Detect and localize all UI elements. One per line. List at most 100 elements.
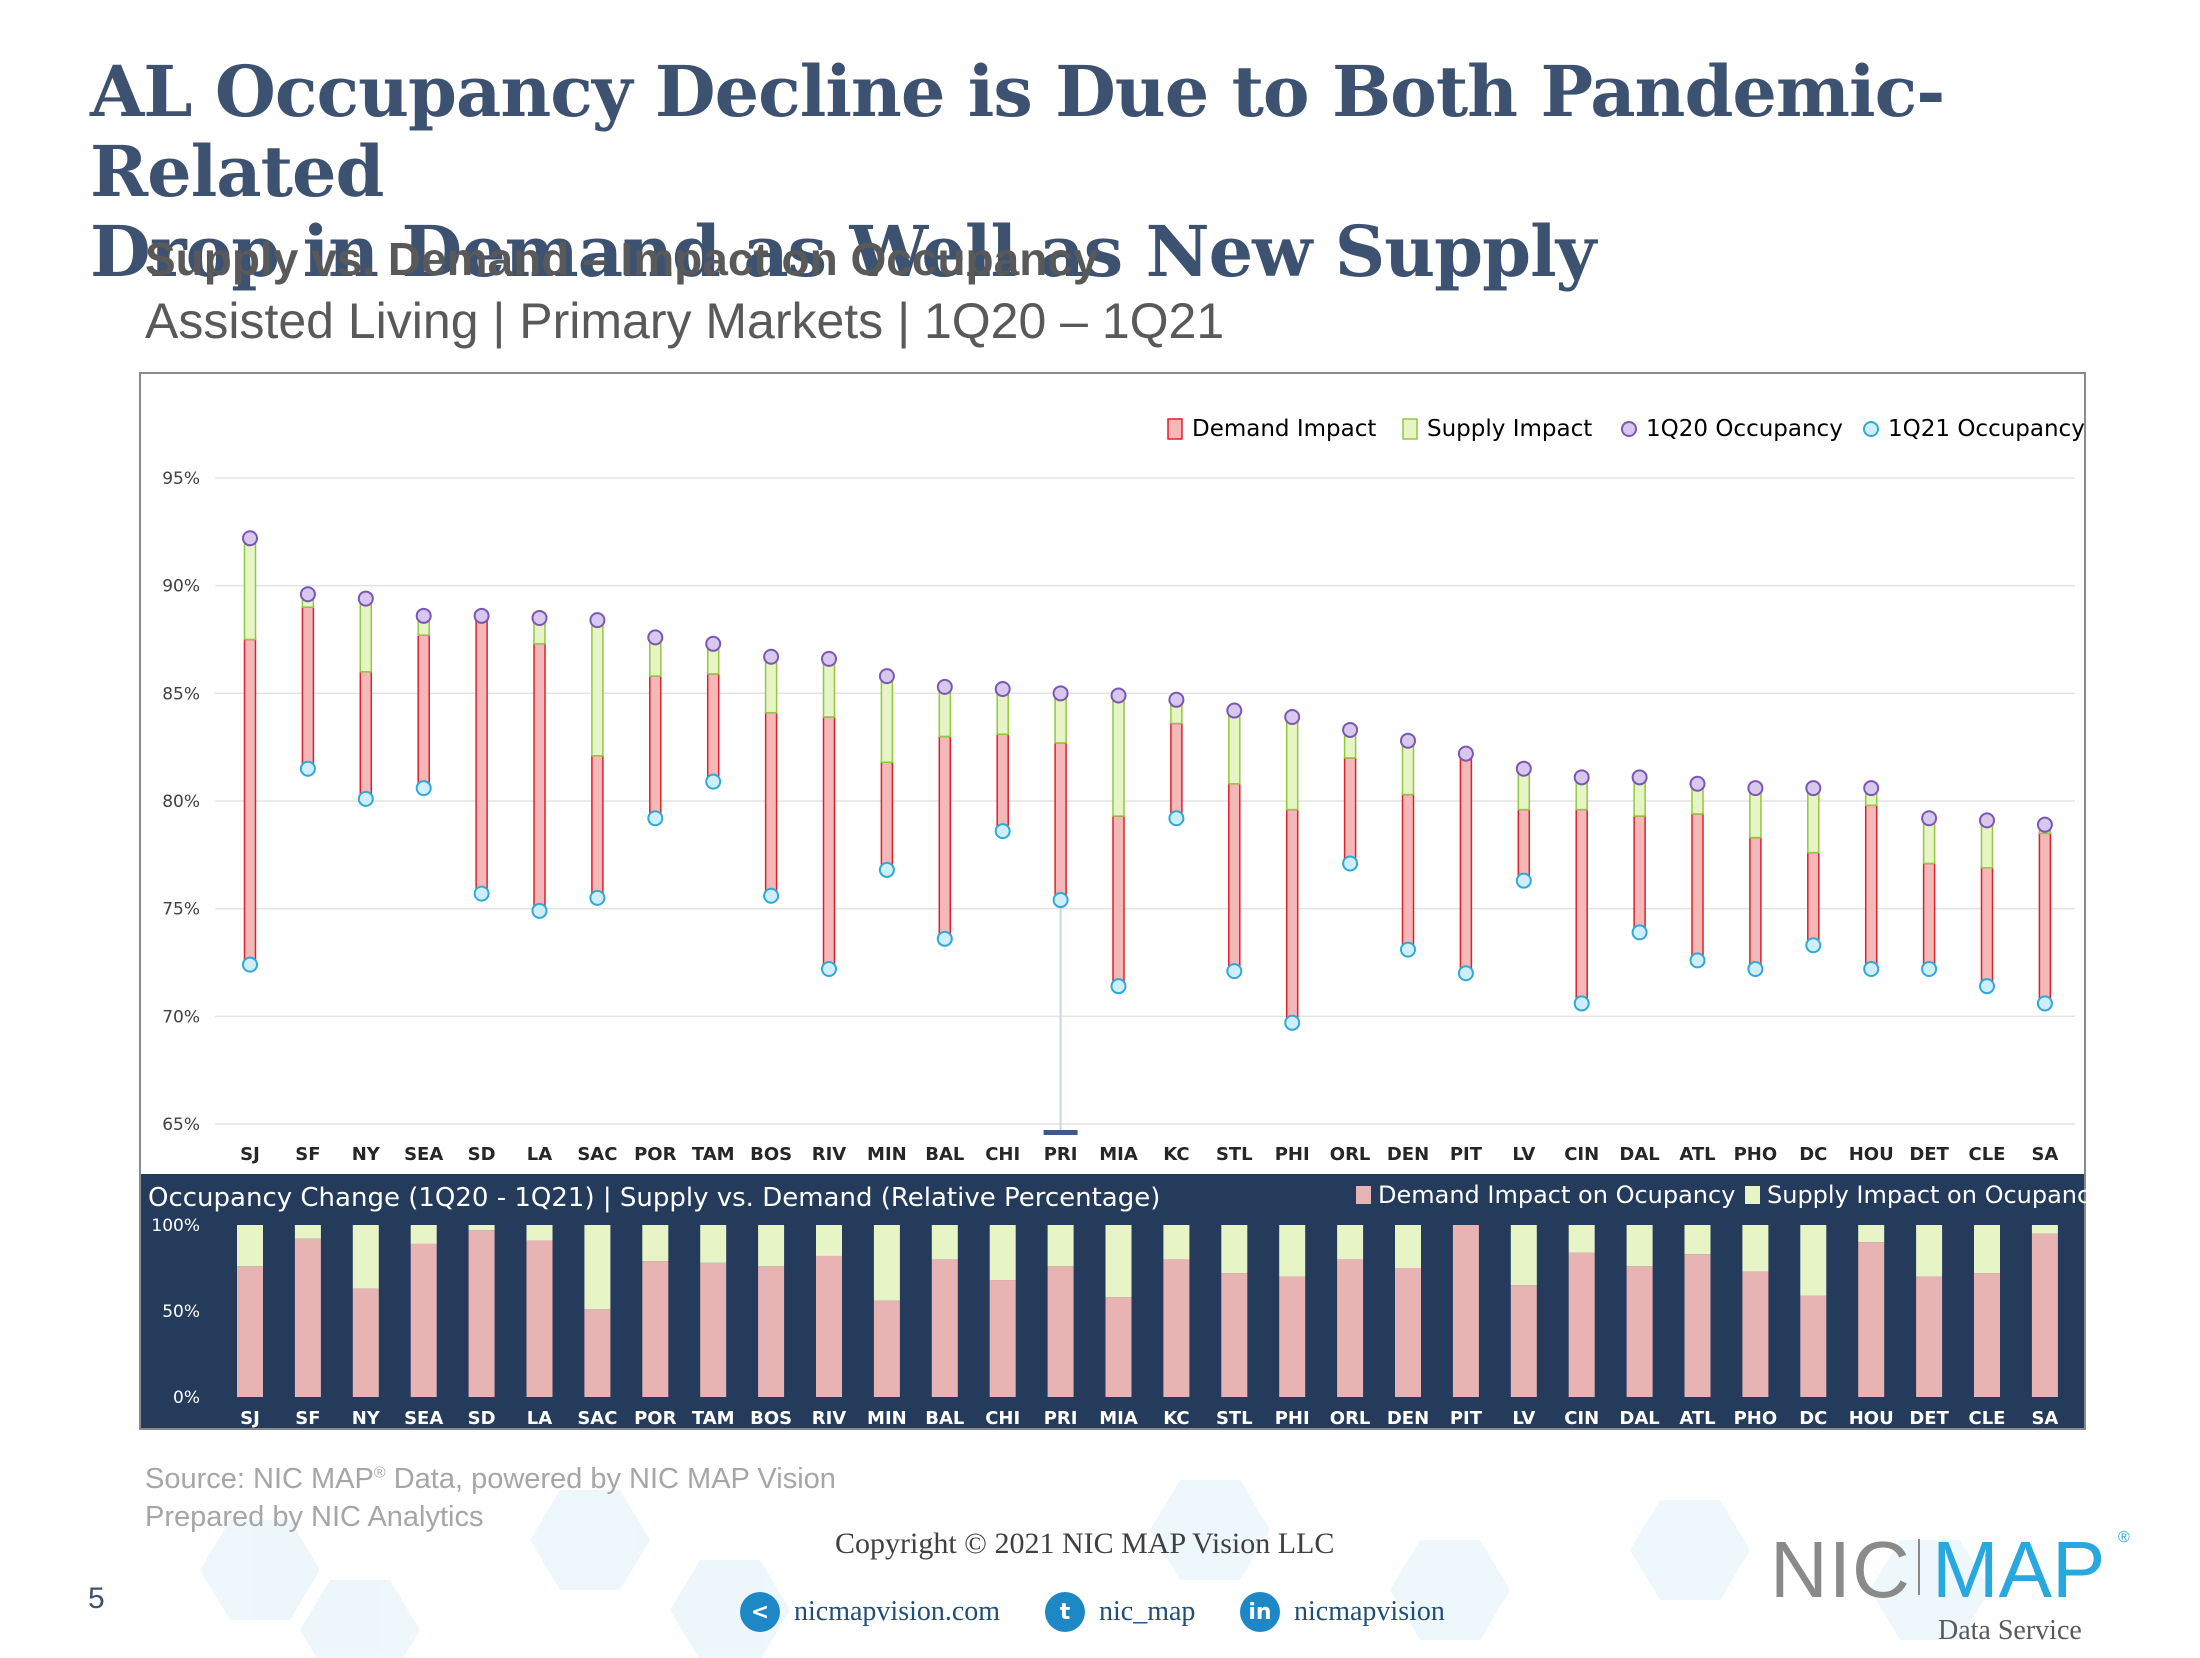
demand-bar-cle bbox=[1980, 867, 1994, 987]
relative-supply-bar-pho bbox=[1742, 1225, 1769, 1272]
legend-pct-demand-swatch bbox=[1356, 1186, 1371, 1204]
x-tick-label: PRI bbox=[1044, 1144, 1078, 1165]
relative-x-tick-label: SD bbox=[468, 1408, 496, 1429]
supply-bar-bos bbox=[764, 655, 778, 714]
1q20-point-mia bbox=[1110, 687, 1127, 704]
demand-bar-orl bbox=[1343, 757, 1357, 865]
relative-demand-bar-la bbox=[526, 1240, 553, 1397]
relative-supply-bar-sac bbox=[584, 1225, 611, 1310]
demand-bar-sd bbox=[475, 619, 488, 895]
relative-supply-bar-riv bbox=[816, 1225, 842, 1256]
y-tick-label: 95% bbox=[162, 469, 200, 489]
relative-supply-bar-bos bbox=[758, 1225, 785, 1267]
relative-x-tick-label: ATL bbox=[1679, 1408, 1715, 1429]
relative-demand-bar-orl bbox=[1337, 1259, 1364, 1397]
relative-demand-bar-cin bbox=[1568, 1252, 1595, 1397]
relative-demand-bar-atl bbox=[1684, 1254, 1711, 1397]
relative-supply-bar-kc bbox=[1163, 1225, 1190, 1260]
1q20-point-chi bbox=[994, 681, 1011, 698]
x-tick-label: HOU bbox=[1849, 1144, 1894, 1165]
x-tick-label: STL bbox=[1216, 1144, 1253, 1165]
1q21-point-riv bbox=[821, 960, 837, 977]
source-suffix: Data, powered by NIC MAP Vision bbox=[385, 1463, 836, 1495]
1q20-point-riv bbox=[821, 650, 837, 667]
relative-demand-bar-sac bbox=[584, 1309, 611, 1397]
x-tick-label: PHI bbox=[1275, 1144, 1310, 1165]
1q20-point-sf bbox=[299, 586, 316, 603]
relative-x-tick-label: HOU bbox=[1849, 1408, 1894, 1429]
x-tick-label: PIT bbox=[1450, 1144, 1483, 1165]
relative-x-tick-label: TAM bbox=[692, 1408, 735, 1429]
relative-supply-bar-bal bbox=[931, 1225, 958, 1260]
relative-demand-bar-tam bbox=[700, 1262, 727, 1397]
1q20-point-la bbox=[531, 609, 548, 626]
relative-demand-bar-lv bbox=[1510, 1285, 1537, 1397]
1q21-point-cle bbox=[1979, 978, 1995, 995]
demand-bar-det bbox=[1922, 862, 1936, 970]
relative-x-tick-label: DET bbox=[1909, 1408, 1949, 1429]
x-tick-label: CIN bbox=[1564, 1144, 1599, 1165]
relative-x-tick-label: RIV bbox=[812, 1408, 847, 1429]
demand-bar-phi bbox=[1285, 808, 1299, 1024]
demand-bar-kc bbox=[1170, 722, 1183, 819]
x-tick-label: MIA bbox=[1099, 1144, 1138, 1165]
social-linkedin[interactable]: in nicmapvision bbox=[1240, 1592, 1445, 1632]
1q21-point-phi bbox=[1284, 1014, 1301, 1031]
x-tick-label: DAL bbox=[1619, 1144, 1659, 1165]
relative-x-tick-label: LA bbox=[527, 1408, 552, 1429]
demand-bar-la bbox=[533, 643, 546, 912]
logo-registered-mark: ® bbox=[2118, 1529, 2130, 1546]
legend-1q21-marker bbox=[1863, 421, 1879, 437]
relative-x-tick-label: DAL bbox=[1619, 1408, 1659, 1429]
relative-x-tick-label: MIA bbox=[1099, 1408, 1138, 1429]
supply-bar-den bbox=[1401, 739, 1415, 796]
relative-y-tick-label: 0% bbox=[173, 1388, 200, 1408]
1q21-point-atl bbox=[1689, 952, 1706, 969]
relative-demand-bar-hou bbox=[1858, 1242, 1885, 1397]
x-tick-label: KC bbox=[1163, 1144, 1189, 1165]
1q20-point-bal bbox=[936, 678, 953, 695]
1q20-point-pit bbox=[1457, 745, 1474, 762]
1q20-point-sd bbox=[473, 607, 490, 624]
social-twitter[interactable]: t nic_map bbox=[1045, 1592, 1195, 1632]
logo-tagline: Data Service bbox=[1938, 1615, 2082, 1646]
1q20-point-atl bbox=[1689, 775, 1706, 792]
relative-x-tick-label: BOS bbox=[750, 1408, 792, 1429]
1q21-point-sea bbox=[415, 780, 432, 797]
demand-bar-pho bbox=[1749, 836, 1762, 970]
x-tick-label: RIV bbox=[812, 1144, 847, 1165]
relative-panel-title: Occupancy Change (1Q20 - 1Q21) | Supply … bbox=[148, 1183, 1160, 1213]
relative-supply-bar-sd bbox=[468, 1225, 495, 1231]
relative-x-tick-label: PRI bbox=[1044, 1408, 1078, 1429]
legend-1q21-label: 1Q21 Occupancy bbox=[1888, 416, 2085, 442]
legend-pct-demand-label: Demand Impact on Ocupancy bbox=[1378, 1181, 1735, 1209]
1q20-point-sea bbox=[415, 607, 432, 624]
legend-1q20-marker bbox=[1621, 421, 1637, 437]
chart-subtitle: Supply vs. Demand – Impact on Occupancy bbox=[145, 233, 1099, 285]
1q21-point-la bbox=[531, 902, 548, 919]
demand-bar-pri bbox=[1054, 742, 1067, 901]
demand-bar-riv bbox=[822, 716, 836, 970]
1q21-point-dc bbox=[1805, 937, 1822, 954]
social-website[interactable]: < nicmapvision.com bbox=[740, 1592, 1000, 1632]
x-tick-label: SA bbox=[2031, 1144, 2058, 1165]
x-tick-label: POR bbox=[634, 1144, 676, 1165]
1q20-point-dal bbox=[1631, 769, 1648, 786]
chart-subtitle-detail: Assisted Living | Primary Markets | 1Q20… bbox=[145, 293, 1225, 349]
relative-demand-bar-ny bbox=[352, 1288, 379, 1397]
relative-demand-bar-pit bbox=[1452, 1225, 1479, 1397]
relative-x-tick-label: PHO bbox=[1734, 1408, 1778, 1429]
supply-bar-sj bbox=[243, 537, 257, 641]
relative-demand-bar-min bbox=[873, 1300, 900, 1397]
y-tick-label: 90% bbox=[162, 577, 200, 597]
relative-supply-bar-sj bbox=[237, 1225, 263, 1267]
relative-x-tick-label: STL bbox=[1216, 1408, 1253, 1429]
1q20-point-min bbox=[878, 668, 895, 685]
relative-supply-bar-det bbox=[1916, 1225, 1943, 1277]
1q21-point-stl bbox=[1226, 963, 1243, 980]
relative-supply-bar-phi bbox=[1279, 1225, 1306, 1277]
relative-x-tick-label: CIN bbox=[1564, 1408, 1599, 1429]
1q20-point-stl bbox=[1226, 702, 1243, 719]
demand-bar-sa bbox=[2038, 832, 2052, 1005]
relative-demand-bar-riv bbox=[816, 1255, 842, 1397]
